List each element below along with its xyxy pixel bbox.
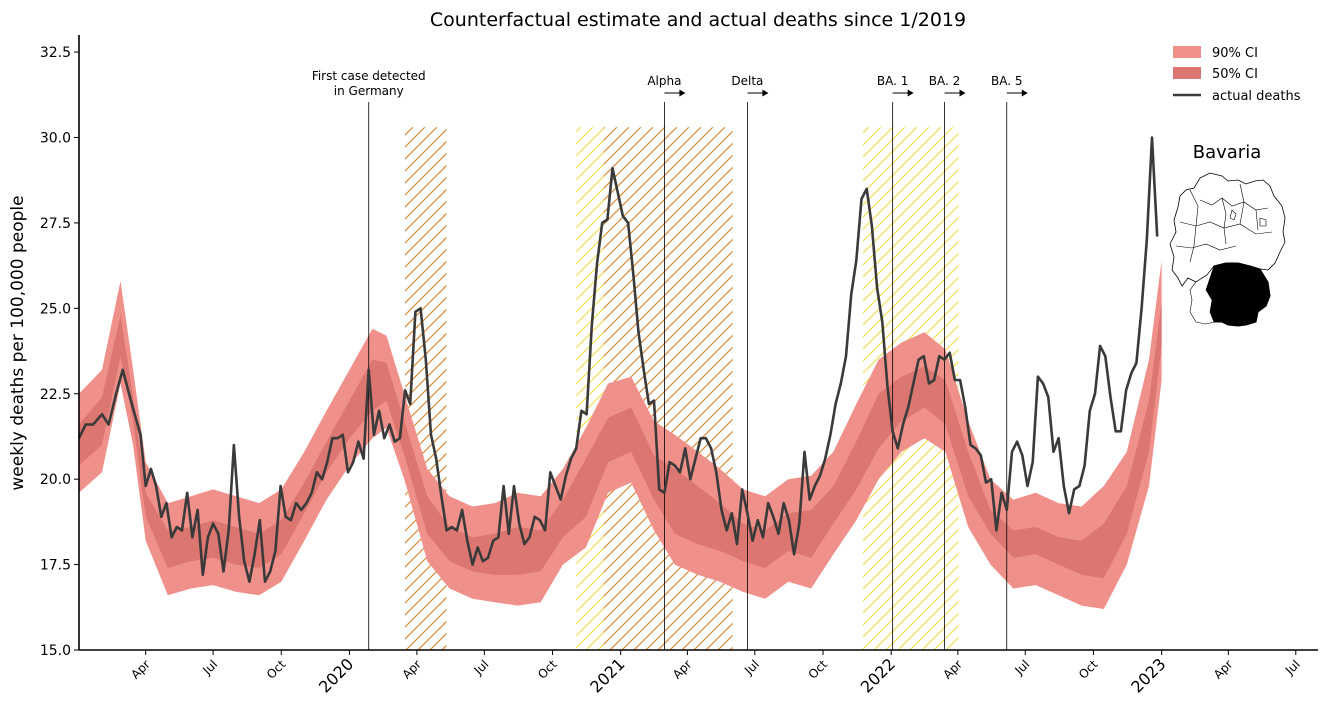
- x-tick-label-11: 2022: [857, 654, 899, 696]
- event-label-2-0: Delta: [731, 74, 763, 88]
- y-tick-label-6: 30.0: [40, 131, 71, 147]
- y-tick-label-4: 25.0: [40, 301, 71, 317]
- y-axis-label: weekly deaths per 100,000 people: [8, 195, 28, 490]
- actual-deaths-line: [77, 136, 1159, 583]
- actual-deaths-series: [77, 136, 1159, 583]
- inset-title: Bavaria: [1193, 142, 1262, 163]
- y-tick-label-3: 22.5: [40, 387, 71, 403]
- x-tick-label-16: Apr: [1211, 657, 1236, 682]
- x-tick-label-3: 2020: [315, 654, 357, 696]
- y-tick-label-2: 20.0: [40, 472, 71, 488]
- legend: 90% CI 50% CI actual deaths: [1173, 46, 1301, 104]
- confidence-bands: [79, 260, 1162, 609]
- legend-label-ci90: 90% CI: [1212, 46, 1258, 61]
- event-label-0-0: First case detected: [312, 69, 426, 83]
- x-tick-label-13: Jul: [1012, 657, 1033, 678]
- baden-wuerttemberg-region: [1189, 265, 1215, 325]
- x-tick-label-17: Jul: [1282, 657, 1303, 678]
- legend-label-ci50: 50% CI: [1212, 67, 1258, 82]
- event-label-5-0: BA. 5: [991, 74, 1023, 88]
- legend-swatch-ci90: [1173, 46, 1201, 58]
- event-arrowhead-4: [959, 89, 966, 97]
- y-tick-label-0: 15.0: [40, 643, 71, 659]
- bavaria-region: [1205, 262, 1271, 327]
- x-tick-label-15: 2023: [1127, 654, 1169, 696]
- x-tick-label-1: Jul: [199, 657, 220, 678]
- y-tick-label-1: 17.5: [40, 558, 71, 574]
- x-tick-label-5: Jul: [471, 657, 492, 678]
- x-tick-label-6: Oct: [535, 657, 560, 682]
- event-label-3-0: BA. 1: [877, 74, 909, 88]
- event-arrowhead-3: [907, 89, 914, 97]
- event-arrowhead-5: [1021, 89, 1028, 97]
- legend-swatch-ci50: [1173, 67, 1201, 79]
- x-tick-label-4: Apr: [399, 657, 424, 682]
- legend-label-actual: actual deaths: [1212, 89, 1301, 104]
- hatched-region-1: [576, 127, 604, 650]
- germany-map-icon: [1169, 172, 1286, 327]
- y-tick-label-5: 27.5: [40, 216, 71, 232]
- state-borders: [1175, 183, 1273, 263]
- event-label-1-0: Alpha: [647, 74, 681, 88]
- chart-title: Counterfactual estimate and actual death…: [430, 9, 966, 31]
- event-label-0-1: in Germany: [334, 84, 404, 98]
- x-tick-label-2: Oct: [264, 657, 289, 682]
- event-label-4-0: BA. 2: [929, 74, 961, 88]
- x-tick-label-10: Oct: [806, 657, 831, 682]
- x-tick-label-14: Oct: [1076, 657, 1101, 682]
- x-tick-label-8: Apr: [670, 657, 695, 682]
- x-tick-label-0: Apr: [128, 657, 153, 682]
- bavaria-inset: Bavaria: [1169, 142, 1286, 327]
- ci50-band: [79, 301, 1162, 579]
- x-tick-label-7: 2021: [586, 654, 628, 696]
- x-tick-label-12: Apr: [940, 657, 965, 682]
- event-arrowhead-2: [762, 89, 769, 97]
- x-tick-label-9: Jul: [741, 657, 762, 678]
- event-arrowhead-1: [679, 89, 686, 97]
- y-tick-label-7: 32.5: [40, 45, 71, 61]
